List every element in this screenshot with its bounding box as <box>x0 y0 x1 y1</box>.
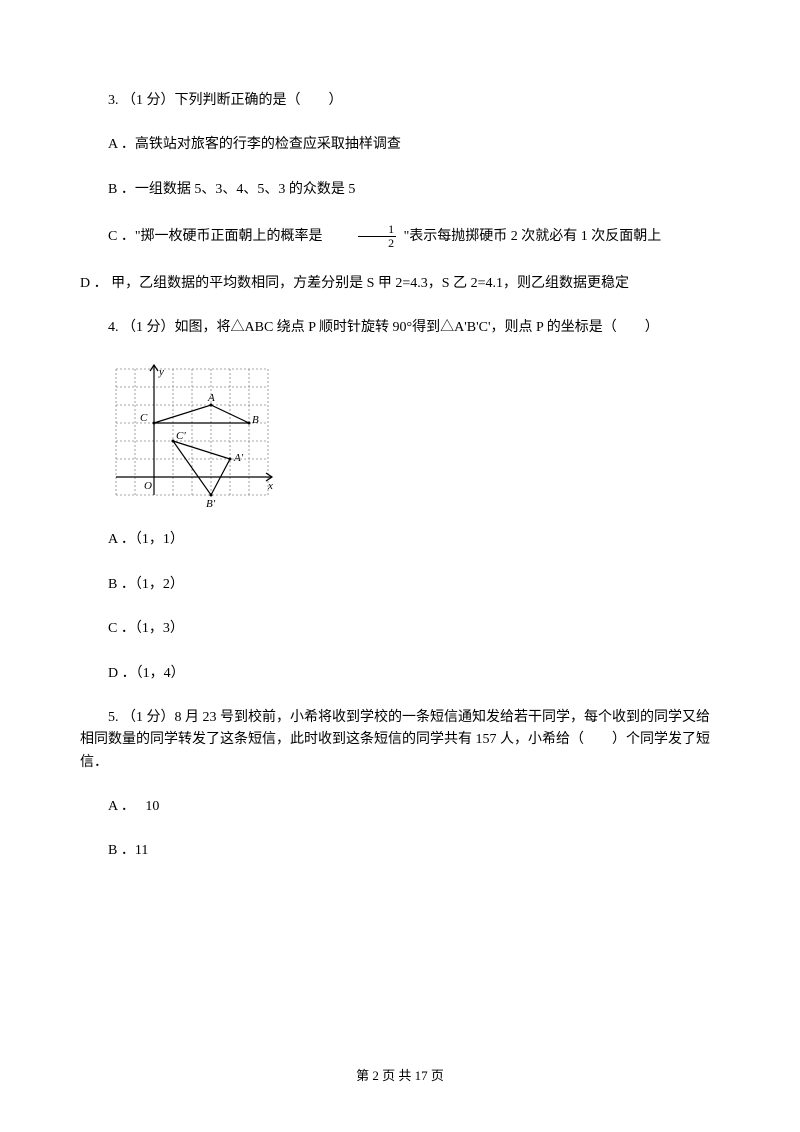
q5-opt-a: A ． 10 <box>80 796 720 818</box>
q4-figure: y x O A B C A' B' C' <box>108 361 720 511</box>
page-footer: 第 2 页 共 17 页 <box>0 1066 800 1087</box>
fraction-icon: 12 <box>330 223 396 250</box>
vertex-ap-label: A' <box>233 452 244 464</box>
q3-opt-b: B ．一组数据 5、3、4、5、3 的众数是 5 <box>80 179 720 201</box>
vertex-cp-label: C' <box>176 430 186 442</box>
q4-opt-b: B ．（1，2） <box>80 574 720 596</box>
q3-opt-d: D ． 甲，乙组数据的平均数相同，方差分别是 S 甲 2=4.3，S 乙 2=4… <box>80 273 720 295</box>
q3-opt-a: A ．高铁站对旅客的行李的检查应采取抽样调查 <box>80 134 720 156</box>
q4-stem: 4. （1 分）如图，将△ABC 绕点 P 顺时针旋转 90°得到△A'B'C'… <box>80 317 720 339</box>
vertex-a-label: A <box>207 392 215 404</box>
q4-opt-d: D ．（1，4） <box>80 663 720 685</box>
vertex-c-label: C <box>140 412 148 424</box>
q5-stem: 5. （1 分）8 月 23 号到校前，小希将收到学校的一条短信通知发给若干同学… <box>80 707 720 774</box>
q3-stem: 3. （1 分）下列判断正确的是（ ） <box>80 90 720 112</box>
axis-x-label: x <box>267 480 273 492</box>
vertex-bp-label: B' <box>206 498 216 510</box>
page-content: 3. （1 分）下列判断正确的是（ ） A ．高铁站对旅客的行李的检查应采取抽样… <box>80 90 720 863</box>
q5-opt-b: B ．11 <box>80 840 720 862</box>
q3-opt-c: C ．"掷一枚硬币正面朝上的概率是 12 "表示每抛掷硬币 2 次就必有 1 次… <box>80 223 720 250</box>
vertex-b-label: B <box>252 414 259 426</box>
frac-numerator: 1 <box>358 223 396 237</box>
q4-opt-a: A ．（1，1） <box>80 529 720 551</box>
axis-y-label: y <box>158 366 164 378</box>
coordinate-grid-icon: y x O A B C A' B' C' <box>108 361 278 511</box>
q4-opt-c: C ．（1，3） <box>80 618 720 640</box>
frac-denominator: 2 <box>358 237 396 250</box>
q3-optc-post: "表示每抛掷硬币 2 次就必有 1 次反面朝上 <box>400 229 661 244</box>
q3-optc-pre: C ．"掷一枚硬币正面朝上的概率是 <box>108 229 326 244</box>
origin-label: O <box>144 480 152 492</box>
